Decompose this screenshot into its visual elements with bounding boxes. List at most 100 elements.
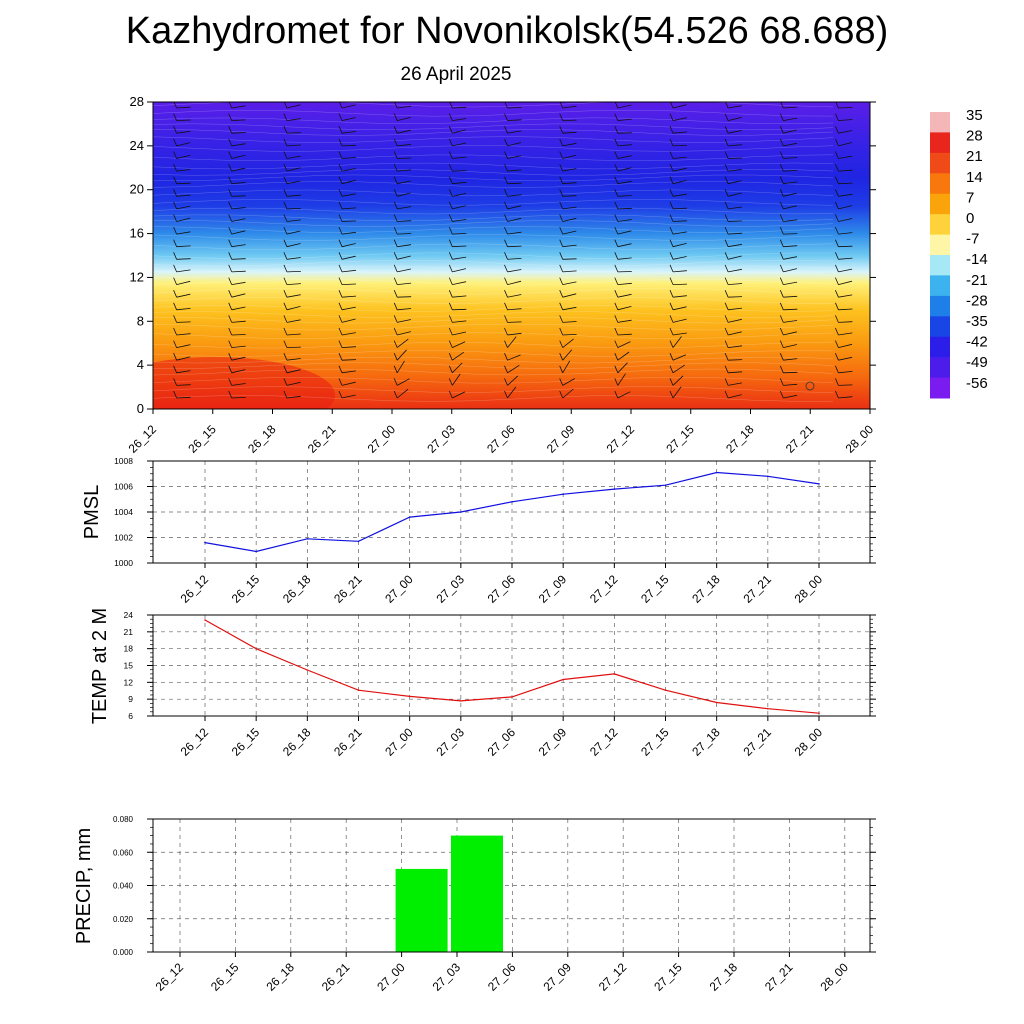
wind-barb-flag (779, 315, 784, 323)
wind-barb-flag (283, 378, 288, 386)
wind-barb (672, 256, 687, 260)
wind-barb (507, 205, 522, 210)
wind-barb (286, 257, 301, 260)
wind-barb-flag (779, 264, 784, 273)
wind-barb (286, 333, 301, 336)
wind-barb (562, 281, 577, 285)
precip-x-tick-label: 27_03 (430, 960, 464, 994)
wind-barb (231, 182, 246, 185)
wind-barb (176, 169, 191, 172)
wind-barb (341, 168, 356, 172)
wind-barb (562, 388, 574, 399)
wind-barb (176, 321, 191, 323)
wind-barb (783, 157, 798, 159)
wind-barb (176, 245, 191, 248)
wind-barb-flag (669, 239, 674, 247)
wind-barb-flag (835, 201, 839, 210)
wind-barb (231, 397, 246, 399)
wind-barb (231, 132, 246, 134)
wind-barb (562, 195, 577, 197)
temp-data-point (511, 696, 513, 698)
heatmap-y-axis: 0 4 8 12 16 20 24 28 (130, 94, 876, 416)
wind-barb (783, 268, 797, 273)
wind-barb-flag (338, 163, 343, 172)
contour-line (153, 316, 834, 324)
wind-barb-flag (559, 290, 564, 298)
temp-x-tick-label: 27_21 (740, 725, 774, 759)
wind-barb (507, 294, 522, 298)
wind-barb-flag (338, 365, 343, 373)
wind-barb-flag (448, 163, 453, 172)
wind-barb-flag (504, 290, 508, 298)
wind-barb-flag (338, 252, 343, 260)
pmsl-x-tick-label: 27_21 (740, 572, 774, 606)
wind-barb (452, 142, 467, 147)
wind-barb-flag (779, 226, 784, 235)
wind-barb-flag (559, 365, 564, 373)
colorbar-tick-label: -28 (966, 292, 988, 309)
precip-bars (395, 835, 503, 952)
wind-barb-flag (448, 126, 453, 134)
colorbar-tick-label: 21 (966, 148, 983, 165)
temp-ylabel: TEMP at 2 M (89, 608, 111, 724)
wind-barb-flag (504, 151, 508, 159)
wind-barb-flag (448, 290, 453, 298)
wind-barb (452, 118, 467, 121)
wind-barb (617, 391, 631, 399)
calm-marker (805, 381, 815, 391)
wind-barb-flag (448, 390, 453, 399)
wind-barb-flag (724, 214, 729, 222)
wind-barb (728, 169, 743, 172)
wind-barb-flag (228, 126, 233, 134)
temp-data-point (408, 695, 411, 698)
wind-barb (231, 207, 246, 210)
pmsl-x-tick-label: 27_03 (433, 572, 467, 606)
contour-line (153, 214, 834, 222)
wind-barb-flag (393, 138, 398, 147)
wind-barb-flag (669, 378, 674, 386)
wind-barb (838, 119, 853, 121)
wind-barb (397, 244, 412, 248)
wind-barb-flag (835, 264, 839, 273)
temp-panel: 6 9 12 15 18 21 24 26_12 26_15 26_18 26_21 27_00 27_… (89, 608, 876, 759)
wind-barb-flag (228, 214, 233, 222)
pmsl-data-point (511, 501, 513, 503)
wind-barb-flag (283, 353, 288, 361)
contour-line (153, 243, 834, 251)
pmsl-y-tick-label: 1008 (114, 456, 133, 466)
wind-barb (783, 344, 797, 348)
wind-barb (176, 258, 191, 260)
heatmap-overlay (153, 102, 834, 409)
wind-barb (396, 349, 407, 361)
pmsl-y-tick-label: 1000 (114, 558, 133, 568)
temp-y-tick-label: 12 (124, 677, 134, 687)
wind-barb (286, 219, 301, 222)
wind-barb-flag (338, 176, 343, 184)
wind-barb-flag (173, 277, 177, 285)
wind-barb-flag (779, 201, 784, 210)
wind-barb-flag (779, 189, 784, 197)
wind-barb-flag (614, 264, 619, 273)
wind-barb-flag (669, 277, 674, 285)
wind-barb-flag (614, 189, 619, 197)
wind-barb-flag (835, 277, 839, 285)
temp-y-tick-label: 15 (124, 661, 134, 671)
wind-barb (176, 396, 191, 399)
wind-barb (452, 181, 467, 185)
wind-barb (672, 167, 687, 172)
wind-barb-flag (669, 365, 674, 373)
wind-barb (838, 384, 853, 386)
wind-barb (672, 156, 687, 159)
wind-barb (617, 306, 632, 311)
wind-barb (783, 219, 798, 222)
temp-x-tick-label: 27_09 (536, 725, 570, 759)
wind-barb (231, 281, 246, 285)
wind-barb-flag (173, 302, 177, 310)
temp-data-point (306, 669, 309, 671)
wind-barb (341, 179, 356, 185)
wind-barb-flag (393, 226, 398, 235)
wind-barb-flag (338, 151, 343, 159)
wind-barb-flag (614, 353, 619, 361)
temp-data-point (715, 701, 718, 704)
wind-barb (397, 308, 412, 311)
